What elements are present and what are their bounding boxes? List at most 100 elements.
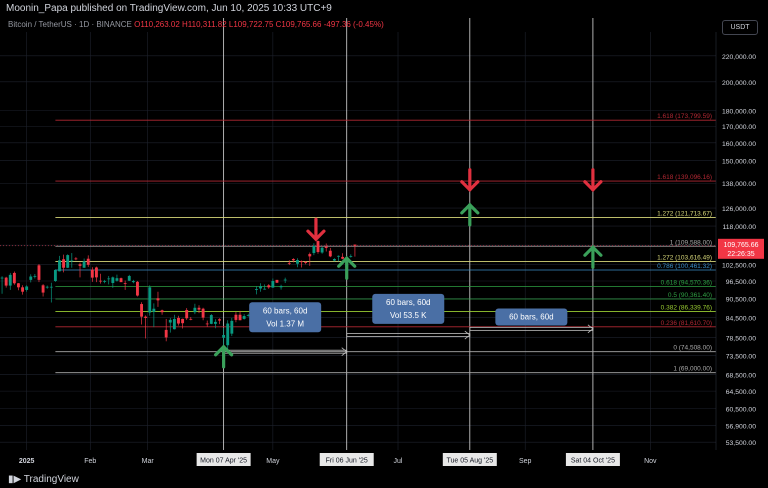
fib-level-label: 0.382 (86,339.76) — [661, 304, 712, 311]
fib-level-label: 1.272 (121,713.67) — [657, 211, 712, 218]
candle-body — [275, 279, 279, 283]
candle-body — [144, 316, 148, 318]
candle-body — [213, 321, 217, 324]
candle-body — [238, 314, 242, 321]
candle-body — [181, 318, 185, 324]
tradingview-logo: ▮▶ TradingView — [8, 474, 79, 485]
time-axis-highlight-box — [442, 453, 497, 466]
candle-body — [0, 277, 4, 279]
callout-line1: 60 bars, 60d — [263, 306, 307, 315]
candle-body — [226, 323, 230, 346]
fib-level-label: 1 (69,000.00) — [673, 366, 712, 373]
arrow-up-icon — [214, 344, 234, 369]
candle-body — [201, 308, 205, 318]
arrow-head — [214, 344, 234, 357]
date-range-arrowhead — [587, 324, 594, 334]
candle-body — [78, 264, 82, 266]
candle-body — [324, 246, 328, 248]
candle-body — [242, 316, 246, 319]
price-axis-tick: 56,900.00 — [726, 423, 756, 430]
candle-body — [140, 304, 143, 317]
last-price-box — [718, 238, 764, 259]
candle-body — [291, 258, 295, 261]
callout-box — [249, 302, 322, 333]
time-axis-highlight-label: Fri 06 Jun '25 — [326, 458, 368, 465]
candle-body — [152, 308, 156, 312]
candle-body — [127, 275, 131, 281]
fib-level-label: 0.786 (100,461.32) — [657, 263, 712, 270]
currency-button[interactable]: USDT — [722, 20, 758, 35]
callout-line2: Vol 1.37 M — [266, 319, 304, 328]
candle-body — [246, 315, 250, 316]
candle-body — [316, 241, 320, 253]
candle-body — [62, 259, 66, 268]
price-axis-tick: 90,500.00 — [726, 297, 756, 304]
candle-body — [25, 286, 29, 290]
fib-level-label: 1.618 (173,799.59) — [657, 113, 712, 120]
fib-level-label: 1.618 (139,096.16) — [657, 174, 712, 181]
candle-body — [111, 277, 115, 284]
candle-body — [49, 286, 53, 288]
date-range-bar — [346, 333, 471, 337]
ohlc-high: H110,311.82 — [182, 20, 227, 29]
fib-level-label: 0 (74,508.00) — [673, 345, 712, 352]
fib-level-label: 0.618 (94,570.36) — [661, 280, 712, 287]
candle-body — [37, 265, 41, 280]
candle-body — [234, 314, 238, 320]
arrow-down-icon — [306, 217, 326, 242]
arrow-head — [306, 229, 326, 242]
arrow-head — [460, 202, 480, 215]
callout-line1: 60 bars, 60d — [386, 298, 430, 307]
candle-body — [21, 287, 25, 292]
candle-body — [156, 298, 160, 301]
time-axis-highlight-box — [565, 453, 620, 466]
price-axis-tick: 102,500.00 — [722, 263, 756, 270]
callout-line1: 60 bars, 60d — [509, 312, 553, 321]
candle-body — [66, 255, 70, 268]
price-axis-tick: 53,500.00 — [726, 440, 756, 447]
arrow-down-icon — [583, 168, 603, 192]
candle-body — [177, 317, 180, 324]
candle-body — [337, 255, 340, 257]
date-range-arrowhead — [341, 347, 348, 357]
footer-bar: ▮▶ TradingView — [0, 470, 768, 488]
time-axis-tick: Sep — [519, 458, 532, 465]
range-callout: 60 bars, 60d Vol 1.37 M — [249, 302, 322, 333]
candle-body — [94, 267, 98, 278]
time-axis-highlight-label: Tue 05 Aug '25 — [446, 458, 493, 465]
candle-body — [4, 277, 8, 286]
candle-body — [271, 281, 275, 288]
callout-box — [495, 308, 568, 326]
candle-body — [53, 269, 57, 282]
candle-body — [296, 260, 299, 264]
candle-body — [164, 329, 168, 338]
time-axis-highlight-label: Sat 04 Oct '25 — [571, 458, 615, 465]
publish-bar: Moonin_Papa published on TradingView.com… — [0, 0, 768, 18]
candle-body — [267, 285, 271, 288]
candle-body — [332, 258, 336, 261]
publish-text: Moonin_Papa published on TradingView.com… — [6, 3, 332, 14]
candle-body — [328, 250, 332, 257]
price-axis-tick: 118,000.00 — [722, 224, 756, 231]
candle-body — [103, 281, 107, 282]
arrow-head — [583, 244, 603, 257]
time-axis-tick: Mar — [142, 458, 155, 465]
candle-body — [197, 307, 201, 310]
callout-line2: Vol 53.5 K — [390, 311, 427, 320]
last-price-value: 109,765.66 — [723, 242, 758, 249]
candle-body — [230, 320, 234, 334]
candle-body — [320, 247, 324, 253]
candle-body — [119, 278, 123, 283]
candle-body — [168, 319, 172, 323]
price-axis-tick: 220,000.00 — [722, 54, 756, 61]
time-axis-highlight-box — [319, 453, 374, 466]
candle-body — [349, 256, 353, 257]
price-axis-tick: 138,000.00 — [722, 181, 756, 188]
candle-body — [33, 275, 37, 277]
price-axis-tick: 126,000.00 — [722, 206, 756, 213]
candle-body — [172, 318, 176, 330]
candle-body — [45, 286, 49, 288]
candle-body — [259, 286, 262, 289]
price-axis-tick: 68,500.00 — [726, 373, 756, 380]
